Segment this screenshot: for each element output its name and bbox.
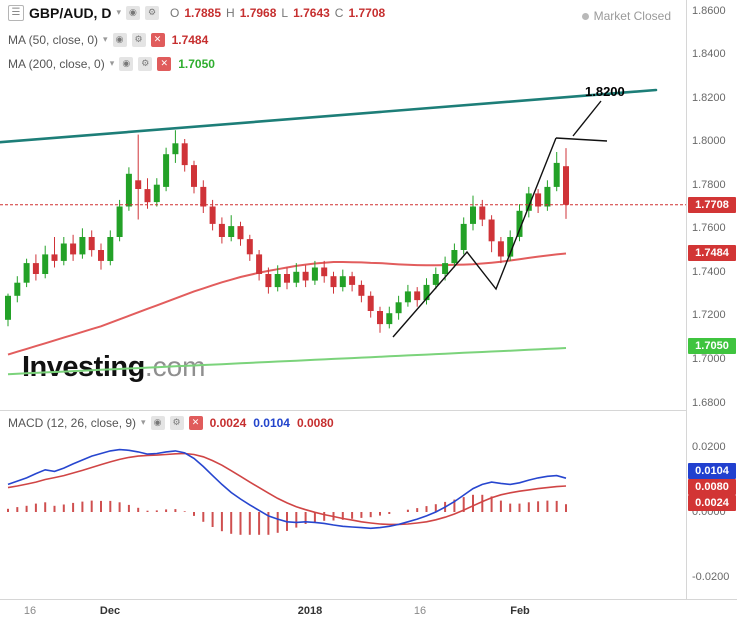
ohlc-value: 1.7968 (239, 6, 277, 20)
macd-tick: 0.0200 (692, 441, 726, 453)
menu-icon[interactable]: ☰ (8, 5, 24, 21)
gear-icon[interactable]: ⚙ (169, 416, 184, 430)
ma50-label: MA (50, close, 0) (8, 33, 99, 47)
macd-label: MACD (12, 26, close, 9) (8, 416, 137, 430)
price-tick: 1.8400 (692, 48, 726, 60)
watermark-brand: Investing (22, 351, 145, 383)
ma200-dropdown-caret[interactable]: ▾ (109, 59, 115, 69)
ohlc-value: 1.7885 (184, 6, 222, 20)
time-axis[interactable]: 16 Dec 2018 16 Feb (0, 599, 737, 623)
ma200-line[interactable] (7, 347, 567, 376)
gear-icon[interactable]: ⚙ (131, 33, 146, 47)
macd-dropdown-caret[interactable]: ▾ (141, 418, 146, 428)
macd-badge: 0.0024 (688, 495, 736, 511)
time-label: 16 (23, 605, 37, 617)
price-tick: 1.8000 (692, 135, 726, 148)
macd-tick: -0.0200 (692, 571, 730, 583)
gear-icon[interactable]: ⚙ (144, 6, 159, 20)
price-tick: 1.7400 (692, 265, 726, 278)
gear-icon[interactable]: ⚙ (138, 57, 153, 71)
time-label: Feb (510, 605, 530, 617)
ohlc-label: C (334, 6, 344, 20)
price-tick: 1.6800 (692, 396, 726, 409)
close-icon[interactable]: ✕ (157, 57, 172, 71)
time-label: Dec (99, 605, 121, 617)
market-status: Market Closed (581, 9, 671, 23)
price-badge: 1.7708 (688, 197, 736, 213)
price-tick: 1.8600 (692, 4, 726, 17)
pane-resize-divider[interactable] (0, 410, 737, 411)
macd-main-line[interactable] (7, 448, 567, 530)
macd-main-value: 0.0104 (253, 416, 290, 430)
price-badge: 1.7050 (688, 338, 736, 354)
close-icon[interactable]: ✕ (188, 416, 203, 430)
indicator-legend-ma50: MA (50, close, 0) ▾ ◉ ⚙ ✕ 1.7484 (8, 33, 208, 47)
price-axis[interactable]: 1.8600 1.8400 1.8200 1.8000 1.7800 1.7600 1.74… (686, 0, 737, 599)
macd-hist-value: 0.0024 (209, 416, 247, 430)
candlestick-series[interactable] (5, 130, 569, 333)
ma200-label: MA (200, close, 0) (8, 57, 105, 71)
indicator-legend-macd: MACD (12, 26, close, 9) ▾ ◉ ⚙ ✕ 0.0024 0… (8, 416, 334, 430)
indicator-legend-ma200: MA (200, close, 0) ▾ ◉ ⚙ ✕ 1.7050 (8, 57, 215, 71)
time-label: 2018 (297, 605, 323, 617)
zigzag-drawing[interactable] (392, 100, 608, 338)
macd-badge: 0.0080 (688, 479, 736, 495)
price-tick: 1.7200 (692, 309, 726, 322)
market-status-dot (581, 12, 589, 20)
time-label: 16 (413, 605, 427, 617)
ma50-value: 1.7484 (171, 33, 209, 47)
macd-signal-value: 0.0080 (296, 416, 334, 430)
eye-icon[interactable]: ◉ (119, 57, 134, 71)
price-tick: 1.7000 (692, 352, 726, 365)
ohlc-readout: O 1.7885 H 1.7968 L 1.7643 C 1.7708 (170, 6, 385, 20)
ma50-dropdown-caret[interactable]: ▾ (103, 35, 108, 45)
ohlc-label: H (226, 6, 235, 20)
trendline-drawing[interactable] (0, 88, 658, 144)
close-icon[interactable]: ✕ (150, 33, 165, 47)
eye-icon[interactable]: ◉ (112, 33, 127, 47)
ohlc-value: 1.7708 (348, 6, 386, 20)
ohlc-value: 1.7643 (293, 6, 330, 20)
symbol-label: GBP/AUD, D (29, 5, 112, 21)
ohlc-label: O (169, 6, 180, 20)
eye-icon[interactable]: ◉ (125, 6, 140, 20)
price-tick: 1.7600 (692, 222, 726, 235)
price-target-annotation[interactable]: 1.8200 (585, 84, 625, 99)
macd-badge: 0.0104 (688, 463, 736, 479)
ohlc-label: L (281, 6, 289, 20)
price-badge: 1.7484 (688, 245, 736, 261)
chart-canvas[interactable] (0, 0, 686, 599)
eye-icon[interactable]: ◉ (150, 416, 165, 430)
ma200-value: 1.7050 (178, 57, 215, 71)
symbol-legend: ☰ GBP/AUD, D ▾ ◉ ⚙ O 1.7885 H 1.7968 L 1… (8, 5, 385, 21)
macd-signal-line[interactable] (7, 452, 567, 526)
price-tick: 1.8200 (692, 91, 726, 104)
market-status-label: Market Closed (593, 9, 671, 23)
price-tick: 1.7800 (692, 178, 726, 191)
symbol-dropdown-caret[interactable]: ▾ (116, 8, 121, 18)
